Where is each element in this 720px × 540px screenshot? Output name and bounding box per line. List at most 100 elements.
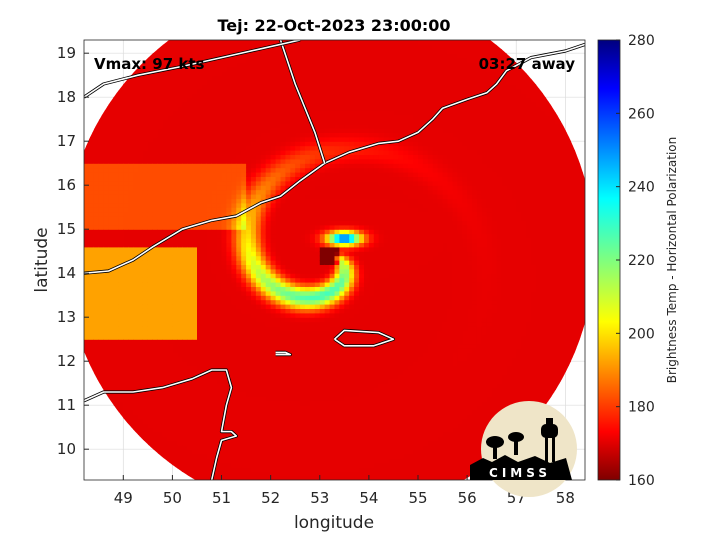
swath-cell [167, 444, 173, 450]
swath-cell [280, 141, 286, 147]
swath-cell [157, 273, 164, 279]
swath-cell [123, 198, 129, 204]
swath-cell [221, 48, 227, 54]
swath-cell [152, 84, 159, 89]
swath-cell [300, 436, 306, 441]
swath-cell [197, 110, 203, 116]
swath-cell [260, 321, 267, 327]
swath-cell [221, 163, 227, 169]
swath-cell [246, 141, 252, 147]
swath-cell [93, 167, 100, 173]
swath-cell [128, 409, 134, 415]
swath-cell [147, 75, 154, 81]
swath-cell [197, 106, 203, 111]
swath-cell [300, 207, 306, 213]
swath-cell [226, 427, 232, 433]
swath-cell [93, 224, 100, 230]
swath-cell [295, 154, 301, 160]
swath-cell [167, 132, 173, 138]
swath-cell [241, 317, 247, 323]
swath-cell [285, 436, 291, 441]
swath-cell [275, 334, 282, 340]
swath-cell [138, 383, 144, 389]
swath-cell [182, 246, 188, 252]
swath-cell [211, 343, 218, 349]
swath-cell [309, 436, 316, 441]
swath-cell [305, 365, 311, 371]
swath-cell [324, 299, 331, 305]
swath-cell [177, 172, 183, 177]
swath-cell [192, 383, 198, 389]
swath-cell [157, 176, 164, 182]
swath-cell [255, 458, 262, 463]
swath-cell [118, 172, 124, 177]
swath-cell [128, 348, 134, 353]
swath-cell [123, 317, 129, 323]
swath-cell [295, 312, 301, 318]
swath-cell [187, 392, 193, 397]
swath-cell [265, 158, 272, 164]
swath-cell [260, 427, 267, 433]
swath-cell [157, 260, 164, 265]
swath-cell [285, 400, 291, 406]
swath-cell [211, 189, 218, 195]
swath-cell [290, 48, 296, 54]
swath-cell [275, 282, 282, 287]
swath-cell [251, 326, 257, 331]
swath-cell [265, 273, 272, 279]
swath-cell [113, 207, 119, 213]
swath-cell [270, 211, 277, 217]
swath-cell [300, 141, 306, 147]
swath-cell [197, 409, 203, 415]
swath-cell [226, 255, 232, 261]
swath-cell [187, 317, 193, 323]
swath-cell [280, 119, 286, 125]
swath-cell [226, 422, 232, 428]
swath-cell [231, 229, 237, 235]
swath-cell [265, 185, 272, 191]
swath-cell [187, 180, 193, 186]
swath-cell [241, 158, 247, 164]
swath-cell [295, 365, 301, 371]
swath-cell [206, 475, 213, 480]
swath-cell [280, 154, 286, 160]
swath-cell [211, 132, 218, 138]
swath-cell [309, 330, 316, 336]
swath-cell [182, 132, 188, 138]
swath-cell [123, 334, 129, 340]
swath-cell [324, 198, 331, 204]
swath-cell [251, 427, 257, 433]
swath-cell [157, 79, 164, 85]
swath-cell [162, 268, 169, 274]
swath-cell [226, 449, 232, 455]
swath-cell [241, 299, 247, 305]
swath-cell [270, 260, 277, 265]
swath-cell [167, 229, 173, 235]
swath-cell [128, 79, 134, 85]
swath-cell [152, 330, 159, 336]
swath-cell [123, 286, 129, 292]
swath-cell [187, 106, 193, 111]
swath-cell [265, 84, 272, 89]
swath-cell [167, 128, 173, 133]
swath-cell [231, 70, 237, 76]
swath-cell [319, 198, 326, 204]
swath-cell [138, 172, 144, 177]
swath-cell [177, 176, 183, 182]
swath-cell [113, 119, 119, 125]
swath-cell [172, 202, 178, 208]
swath-cell [98, 154, 105, 160]
swath-cell [157, 150, 164, 155]
swath-cell [275, 361, 282, 367]
swath-cell [133, 176, 139, 182]
swath-cell [300, 66, 306, 72]
swath-cell [216, 282, 223, 287]
swath-cell [123, 290, 129, 296]
swath-cell [157, 128, 164, 133]
swath-cell [138, 246, 144, 252]
swath-cell [113, 387, 119, 393]
swath-cell [98, 128, 105, 133]
swath-cell [182, 202, 188, 208]
swath-cell [226, 326, 232, 331]
swath-cell [255, 268, 262, 274]
